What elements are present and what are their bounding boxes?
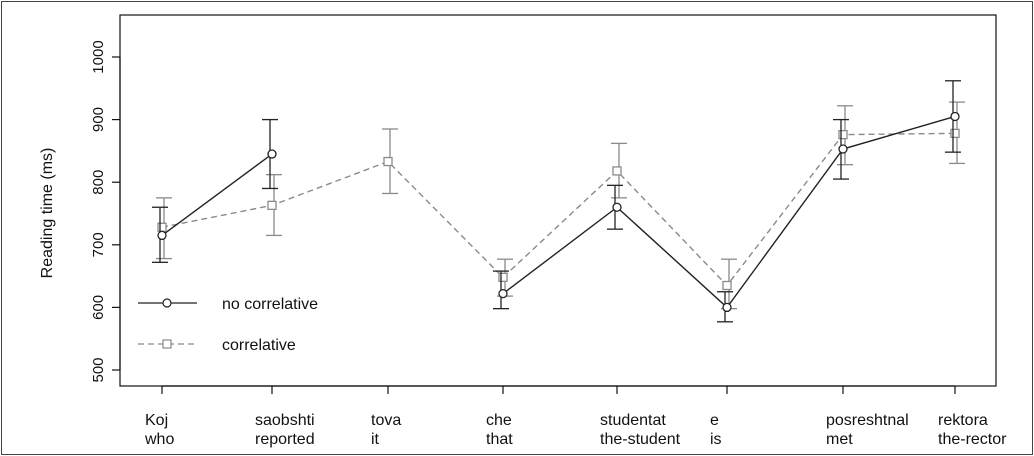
x-tick-label-gloss: who <box>144 431 174 448</box>
y-tick-label: 800 <box>90 170 107 195</box>
legend-label-correlative: correlative <box>222 337 296 354</box>
data-point <box>838 144 848 154</box>
data-point <box>838 129 848 140</box>
data-point <box>722 280 732 291</box>
data-point <box>267 149 277 159</box>
x-tick-label-gloss: reported <box>255 431 315 448</box>
x-tick-label-word: che <box>486 412 512 429</box>
x-axis: Koj who saobshti reported tova it che that stude… <box>144 385 1007 448</box>
data-point <box>498 288 508 299</box>
x-tick-label-word: studentat <box>600 412 666 429</box>
series-line <box>161 132 956 287</box>
data-point <box>383 156 393 167</box>
series-correlative <box>156 101 965 310</box>
y-axis-title: Reading time (ms) <box>39 148 56 279</box>
y-tick-label: 600 <box>90 295 107 320</box>
x-tick-label-gloss: it <box>371 431 380 448</box>
data-point <box>498 272 508 283</box>
x-tick-label-gloss: met <box>826 431 853 448</box>
y-tick-label: 500 <box>90 357 107 382</box>
legend-marker-no-correlative <box>162 298 172 308</box>
legend-label-no-correlative: no correlative <box>222 296 318 313</box>
data-point <box>267 200 277 211</box>
x-tick-label-word: rektora <box>938 412 988 429</box>
y-axis: 500 600 700 800 900 1000 <box>90 40 121 383</box>
x-tick-label-gloss: the-student <box>600 431 681 448</box>
data-point <box>722 302 732 313</box>
series-line <box>161 153 273 236</box>
x-tick-label-gloss: is <box>710 431 722 448</box>
x-tick-label-word: e <box>710 412 719 429</box>
data-point <box>950 111 960 122</box>
x-tick-label-gloss: the-rector <box>938 431 1007 448</box>
x-tick-label-word: tova <box>371 412 401 429</box>
series-no-correlative <box>152 80 961 323</box>
x-tick-label-word: Koj <box>145 412 168 429</box>
x-tick-label-word: saobshti <box>255 412 315 429</box>
y-tick-label: 1000 <box>90 40 107 73</box>
data-point <box>950 128 960 139</box>
data-point <box>612 166 622 176</box>
x-tick-label-word: posreshtnal <box>826 412 909 429</box>
series-layer <box>152 80 965 323</box>
data-point <box>157 222 167 232</box>
legend: no correlative correlative <box>138 296 318 354</box>
x-tick-label-gloss: that <box>486 431 513 448</box>
y-tick-label: 900 <box>90 107 107 132</box>
legend-marker-correlative <box>162 339 172 349</box>
data-point <box>157 230 167 241</box>
y-tick-label: 700 <box>90 232 107 257</box>
data-point <box>612 202 622 212</box>
